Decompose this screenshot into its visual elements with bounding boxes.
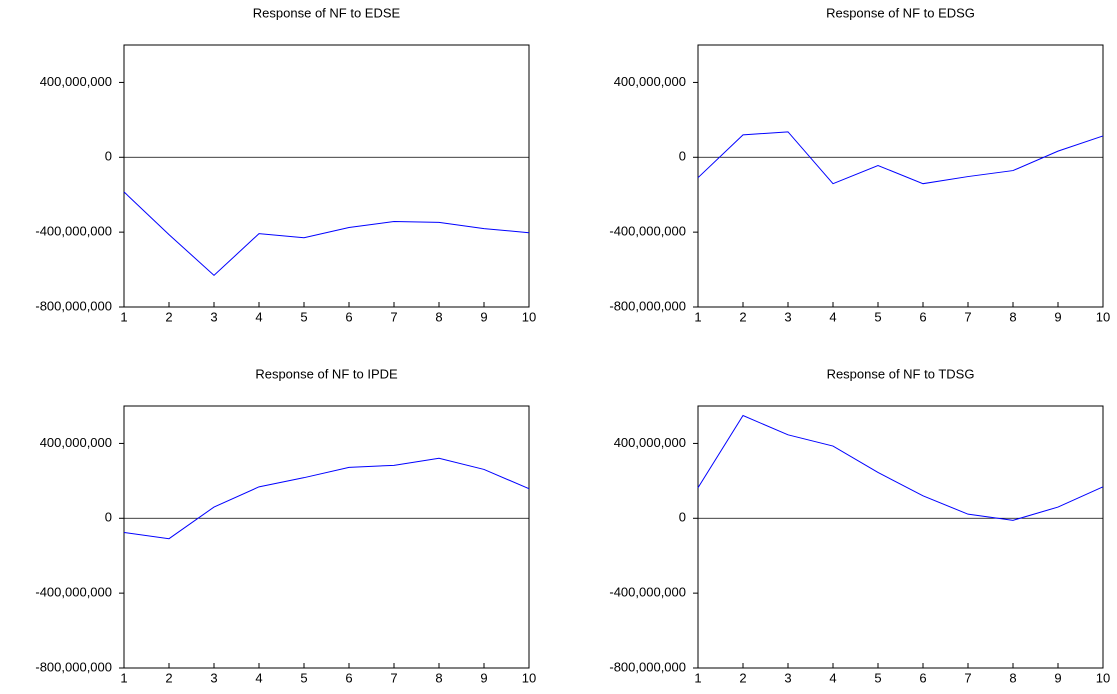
y-tick-label: 0 [105, 510, 112, 525]
y-tick-label: -400,000,000 [35, 585, 112, 600]
series-line [123, 191, 530, 277]
x-tick-label: 3 [210, 309, 217, 324]
x-tick-label: 9 [1054, 309, 1061, 324]
x-tick-label: 1 [120, 309, 127, 324]
y-tick-label: -400,000,000 [609, 585, 686, 600]
x-tick-label: 6 [919, 309, 926, 324]
x-tick-label: 1 [694, 670, 701, 685]
x-tick-label: 8 [1009, 670, 1016, 685]
x-tick-label: 8 [1009, 309, 1016, 324]
y-tick-label: 400,000,000 [614, 435, 686, 450]
y-tick-label: -800,000,000 [35, 298, 112, 313]
x-tick-label: 5 [300, 309, 307, 324]
y-tick-label: -400,000,000 [609, 224, 686, 239]
y-tick-label: 400,000,000 [614, 74, 686, 89]
series-line [123, 457, 530, 540]
x-tick-label: 9 [1054, 670, 1061, 685]
y-tick-label: 0 [105, 149, 112, 164]
x-tick-label: 2 [739, 309, 746, 324]
x-tick-label: 5 [874, 309, 881, 324]
x-tick-label: 1 [120, 670, 127, 685]
x-tick-label: 6 [919, 670, 926, 685]
y-tick-label: 400,000,000 [40, 435, 112, 450]
x-tick-label: 2 [739, 670, 746, 685]
x-tick-label: 2 [165, 309, 172, 324]
x-tick-label: 1 [694, 309, 701, 324]
x-tick-label: 3 [784, 670, 791, 685]
x-tick-label: 2 [165, 670, 172, 685]
x-tick-label: 10 [1096, 670, 1110, 685]
chart-title: Response of NF to TDSG [827, 366, 975, 381]
chart-title: Response of NF to IPDE [255, 366, 398, 381]
y-tick-label: 0 [679, 149, 686, 164]
y-tick-label: -400,000,000 [35, 224, 112, 239]
chart-title: Response of NF to EDSG [826, 5, 975, 20]
x-tick-label: 3 [210, 670, 217, 685]
x-tick-label: 8 [435, 670, 442, 685]
x-tick-label: 4 [829, 309, 836, 324]
x-tick-label: 6 [345, 670, 352, 685]
series-line [697, 414, 1104, 521]
plot-frame [123, 405, 530, 669]
y-tick-label: -800,000,000 [35, 659, 112, 674]
x-tick-label: 7 [390, 670, 397, 685]
x-tick-label: 5 [300, 670, 307, 685]
x-tick-label: 3 [784, 309, 791, 324]
x-tick-label: 5 [874, 670, 881, 685]
y-tick-label: 400,000,000 [40, 74, 112, 89]
x-tick-label: 4 [255, 309, 262, 324]
plot-frame [697, 405, 1104, 669]
x-tick-label: 9 [480, 670, 487, 685]
x-tick-label: 7 [964, 309, 971, 324]
x-tick-label: 6 [345, 309, 352, 324]
plot-frame [123, 44, 530, 308]
x-tick-label: 4 [255, 670, 262, 685]
x-tick-label: 7 [964, 670, 971, 685]
x-tick-label: 10 [1096, 309, 1110, 324]
y-tick-label: -800,000,000 [609, 659, 686, 674]
x-tick-label: 7 [390, 309, 397, 324]
x-tick-label: 4 [829, 670, 836, 685]
x-tick-label: 9 [480, 309, 487, 324]
series-line [697, 131, 1104, 185]
plot-frame [697, 44, 1104, 308]
y-tick-label: 0 [679, 510, 686, 525]
chart-title: Response of NF to EDSE [253, 5, 401, 20]
x-tick-label: 8 [435, 309, 442, 324]
x-tick-label: 10 [522, 309, 536, 324]
y-tick-label: -800,000,000 [609, 298, 686, 313]
x-tick-label: 10 [522, 670, 536, 685]
